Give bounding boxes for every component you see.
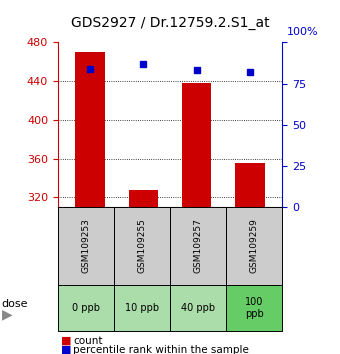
Text: count: count [73, 336, 103, 346]
Text: 100%: 100% [287, 27, 319, 37]
Text: ▶: ▶ [2, 307, 12, 321]
Bar [182, 83, 211, 207]
Text: GSM109259: GSM109259 [250, 218, 259, 274]
Text: 100
ppb: 100 ppb [245, 297, 264, 319]
Bar [75, 52, 105, 207]
Text: GDS2927 / Dr.12759.2.S1_at: GDS2927 / Dr.12759.2.S1_at [71, 16, 269, 30]
Text: 10 ppb: 10 ppb [125, 303, 159, 313]
Text: percentile rank within the sample: percentile rank within the sample [73, 345, 249, 354]
Text: ■: ■ [61, 345, 72, 354]
Text: ■: ■ [61, 336, 72, 346]
Text: GSM109257: GSM109257 [193, 218, 203, 274]
Text: GSM109255: GSM109255 [137, 218, 147, 274]
Text: 40 ppb: 40 ppb [181, 303, 215, 313]
Bar [129, 190, 158, 207]
Bar [235, 162, 265, 207]
Text: GSM109253: GSM109253 [81, 218, 90, 274]
Text: dose: dose [2, 299, 28, 309]
Text: 0 ppb: 0 ppb [72, 303, 100, 313]
